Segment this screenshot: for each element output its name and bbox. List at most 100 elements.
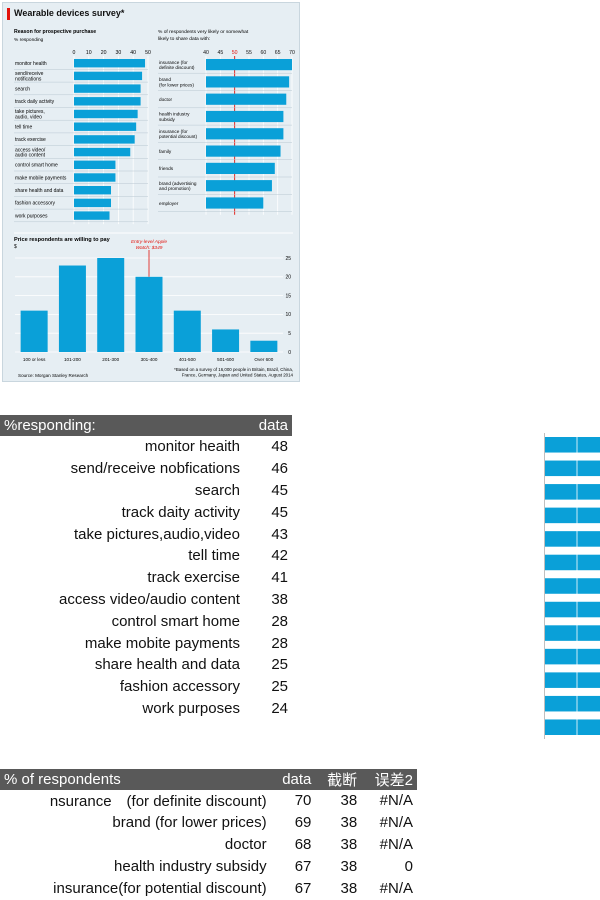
thumb-bar [545,601,600,618]
responding-table: %responding: data monitor heaith 48 send/r… [0,415,292,719]
table2-value-cell: 69 [294,814,312,832]
left-category-label: monitor health [15,61,47,67]
thumb-bar [545,672,600,688]
left-bar [74,211,110,220]
table2-row: brand (for lower prices) 69 38 #N/A [0,812,417,834]
right-category-label: employer [159,201,179,206]
right-bar [206,128,284,140]
thumb-bar [545,531,600,547]
right-category-label: brand [159,77,171,82]
table2-label-cell: brand (for lower prices) [112,814,267,832]
left-tick-label: 20 [101,50,107,56]
table1-label-cell: take pictures,audio,video [74,525,240,543]
table2-value-cell: 38 [340,835,358,853]
chart-title: Wearable devices survey* [14,8,125,18]
table1-value-cell: 42 [271,547,288,565]
table2-label-cell: nsurance (for definite discount) [49,793,267,811]
table2-row: health industry subsidy 67 38 0 [0,855,417,877]
right-category-label: subsidy [159,117,176,122]
left-category-label: make mobile payments [15,175,67,181]
table1-row: control smart home 28 [0,610,292,632]
right-category-label: and promotion) [159,186,191,191]
table1-value-cell: 45 [271,503,288,521]
table1-value-cell: 24 [271,699,288,717]
table1-value-cell: 48 [271,438,288,456]
bottom-tick-label: 25 [285,256,291,262]
price-bar [173,310,201,352]
table1-value-cell: 25 [271,656,288,674]
price-bar [212,329,240,352]
right-bar [206,197,264,209]
annotation-label: Entry-level Apple [131,239,167,245]
price-category-label: 501-600 [217,357,234,362]
right-bar [206,162,275,174]
bottom-chart-title: Price respondents are willing to pay [14,237,111,243]
right-category-label: insurance (for [159,60,188,65]
table1-label-cell: tell time [188,547,240,565]
table1-label-cell: send/receive nobfications [70,460,240,478]
footnote: France, Germany, Japan and United States… [182,373,294,378]
right-tick-label: 55 [246,50,252,56]
left-category-label: share health and data [15,188,64,194]
table2-value-cell: 67 [294,857,312,875]
right-bar [206,110,284,123]
table1-value-cell: 28 [271,634,288,652]
table1-label-cell: make mobite payments [84,634,240,652]
right-chart-subtitle: likely to share data with: [158,36,210,42]
table1-label-cell: share health and data [94,656,240,674]
right-category-label: doctor [159,97,172,102]
right-tick-label: 50 [232,50,238,56]
table1-label-cell: access video/audio content [59,590,240,608]
survey-chart-card: Wearable devices survey* Reason for pros… [2,2,300,382]
table2-value-cell: #N/A [379,835,413,853]
right-bar [206,59,292,71]
footnote: *Based on a survey of 16,000 people in B… [174,367,293,372]
right-bar [206,180,272,192]
thumb-bar [545,507,600,524]
right-category-label: (for lower prices) [159,82,194,87]
left-bar [74,186,111,195]
left-chart-xlabel: % responding [14,37,44,43]
table1-header-label: %responding: [0,415,244,436]
left-category-label: work purposes [15,213,48,219]
left-bar [74,135,135,144]
table2-value-cell: 38 [340,857,358,875]
left-bar [74,198,111,208]
thumbnail-bar-chart [544,433,600,739]
table1-row: share health and data 25 [0,654,292,676]
thumb-bar [545,554,600,571]
table1-value-cell: 41 [271,569,288,587]
table2-header-error: 误差2 [361,769,417,790]
left-category-label: send/receive [15,71,44,77]
table2-value-cell: 38 [340,792,358,810]
table2-value-cell: 0 [404,857,413,875]
table2-row: insurance(for potential discount) 67 38 #N/… [0,877,417,899]
left-tick-label: 30 [116,50,122,56]
table2-label-cell: doctor [224,835,267,853]
price-category-label: 101-200 [64,357,81,362]
table1-label-cell: fashion accessory [119,678,240,696]
left-bar [74,160,116,169]
left-category-label: track exercise [15,137,46,143]
table2-value-cell: #N/A [379,792,413,810]
left-category-label: control smart home [15,163,58,169]
table2-label-cell: health industry subsidy [114,857,267,875]
left-tick-label: 50 [145,50,151,56]
table1-row: send/receive nobfications 46 [0,458,292,480]
right-category-label: definite discount) [159,65,195,70]
thumb-bar [545,460,600,477]
right-tick-label: 40 [203,50,209,56]
left-tick-label: 40 [130,50,136,56]
price-bar [250,340,278,352]
thumb-bar [545,484,600,500]
right-category-label: potential discount) [159,134,197,139]
table2-value-cell: 70 [294,792,312,810]
table1-label-cell: monitor heaith [144,438,240,456]
table1-header-data: data [243,415,292,436]
left-bar [74,173,116,182]
table1-label-cell: search [194,481,240,499]
table2-value-cell: #N/A [379,814,413,832]
left-category-label: access video/ [15,147,46,153]
left-bar [74,71,143,81]
thumb-bar [545,648,600,665]
